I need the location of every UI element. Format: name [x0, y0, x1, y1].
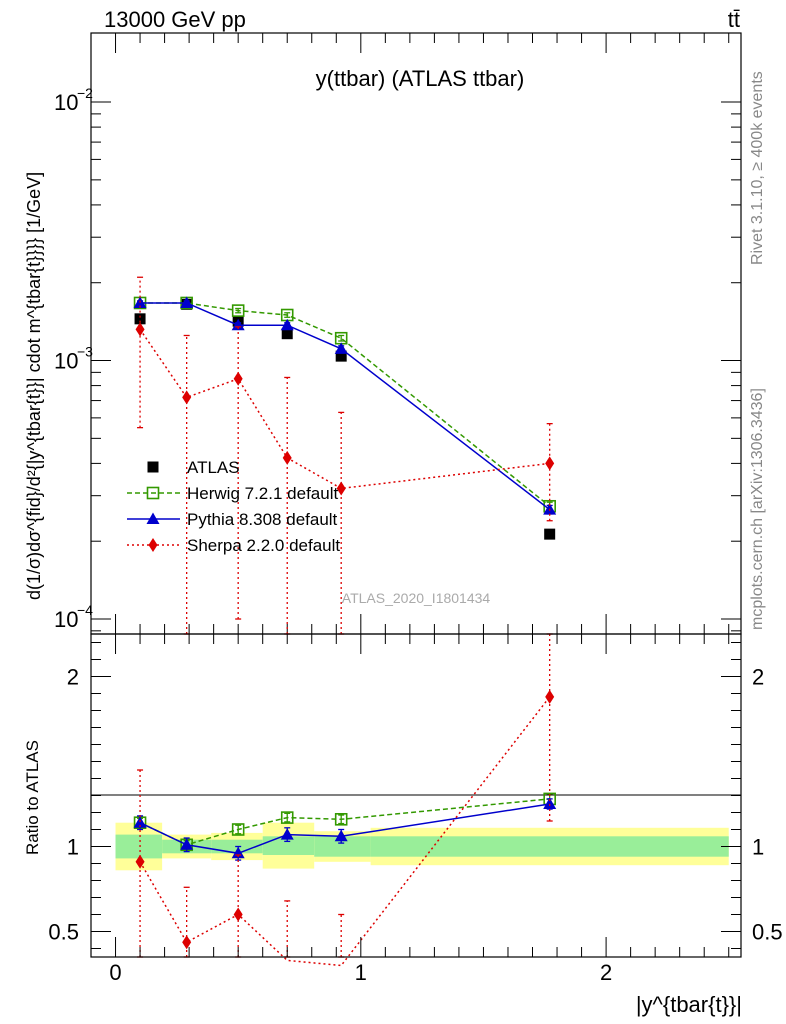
ratio-herwig-7-2-1-default-point	[231, 823, 245, 836]
ratio-pythia-8-308-default-line	[139, 803, 550, 855]
main-pythia-8-308-default-line	[140, 302, 551, 511]
main-sherpa-2-2-0-default-point	[545, 456, 555, 471]
main-atlas-point	[544, 528, 556, 540]
main-atlas-point	[281, 328, 293, 340]
main-y-tick-label: 10	[54, 607, 78, 632]
ratio-sherpa-2-2-0-default-point	[545, 689, 555, 704]
ratio-sherpa-2-2-0-default-point	[233, 907, 243, 922]
legend-marker-pythia-8-308-default	[146, 512, 160, 524]
main-y-tick-exponent: −3	[77, 344, 93, 360]
ratio-pythia-8-308-default-point	[280, 828, 294, 840]
legend-label-herwig-7-2-1-default: Herwig 7.2.1 default	[187, 484, 338, 503]
ratio-pythia-8-308-default-point	[180, 838, 194, 850]
main-sherpa-2-2-0-default-point	[182, 390, 192, 405]
x-tick-label: 1	[355, 960, 367, 985]
main-panel: 10−410−310−2 y(ttbar) (ATLAS ttbar) ATLA…	[24, 32, 742, 635]
main-pythia-8-308-default-point	[231, 318, 245, 331]
main-sherpa-2-2-0-default-point	[233, 371, 243, 386]
ratio-sherpa-2-2-0-default-line	[139, 696, 551, 967]
ratio-sherpa-2-2-0-default-point	[182, 935, 192, 950]
ratio-y-tick-label-right: 1	[752, 835, 764, 860]
analysis-watermark: ATLAS_2020_I1801434	[342, 590, 491, 606]
stat-uncertainty-band	[262, 836, 315, 855]
main-y-tick-label: 10	[54, 349, 78, 374]
ratio-series-layer	[133, 633, 557, 967]
stat-uncertainty-band	[115, 834, 163, 859]
mcplots-label: mcplots.cern.ch [arXiv:1306.3436]	[749, 388, 766, 630]
main-series-layer	[133, 276, 557, 635]
ratio-uncertainty-bands	[115, 822, 729, 871]
rivet-version-label: Rivet 3.1.10, ≥ 400k events	[749, 71, 766, 265]
main-atlas-point	[335, 350, 347, 362]
main-herwig-7-2-1-default-point	[231, 304, 245, 317]
ratio-y-tick-label: 1	[67, 835, 79, 860]
main-pythia-8-308-default-point	[280, 318, 294, 331]
header-energy: 13000 GeV pp	[104, 7, 246, 32]
main-sherpa-2-2-0-default-point	[135, 322, 145, 337]
ratio-sherpa-2-2-0-default-point	[135, 854, 145, 869]
x-tick-label: 0	[109, 960, 121, 985]
ratio-pythia-8-308-default-point	[231, 846, 245, 859]
main-pythia-8-308-default-point	[180, 296, 194, 308]
main-herwig-7-2-1-default-line	[140, 302, 551, 507]
legend: ATLAS Herwig 7.2.1 default Pythia 8.308 de…	[127, 458, 340, 555]
stat-uncertainty-band	[314, 836, 371, 857]
ratio-panel: 0.5 0.5 1 1 2 2 0 1 2 Ratio to ATLAS |y^{tbar{t}…	[23, 633, 783, 1017]
main-pythia-8-308-default-point	[334, 342, 348, 354]
ratio-y-tick-label: 2	[67, 665, 79, 690]
ratio-y-tick-label: 0.5	[48, 920, 79, 945]
main-plot-title: y(ttbar) (ATLAS ttbar)	[316, 66, 525, 91]
main-y-tick-exponent: −2	[77, 85, 93, 101]
ratio-y-axis-label: Ratio to ATLAS	[23, 740, 42, 855]
main-axis-ticks: 10−410−310−2	[54, 33, 741, 634]
legend-marker-herwig-7-2-1-default	[146, 486, 160, 500]
legend-label-pythia-8-308-default: Pythia 8.308 default	[187, 510, 338, 529]
legend-marker-atlas	[147, 461, 159, 473]
x-tick-label: 2	[600, 960, 612, 985]
ratio-axis-ticks: 0.5 0.5 1 1 2 2 0 1 2	[48, 634, 783, 985]
legend-label-atlas: ATLAS	[187, 458, 240, 477]
legend-marker-sherpa-2-2-0-default	[148, 538, 158, 552]
ratio-herwig-7-2-1-default-point	[334, 812, 348, 826]
main-y-tick-exponent: −4	[77, 602, 93, 618]
x-axis-label: |y^{tbar{t}}|	[636, 992, 742, 1017]
main-sherpa-2-2-0-default-point	[282, 450, 292, 465]
main-y-tick-label: 10	[54, 90, 78, 115]
main-sherpa-2-2-0-default-point	[336, 481, 346, 496]
ratio-pythia-8-308-default-point	[334, 829, 348, 842]
main-y-axis-label: d(1/σ)dσ^{fid}/d²{|y^{tbar{t}}| cdot m^{…	[24, 172, 44, 600]
main-atlas-point	[134, 313, 146, 325]
ratio-pythia-8-308-default-point	[543, 797, 557, 809]
header-process: tt̄	[728, 7, 740, 32]
ratio-herwig-7-2-1-default-point	[280, 811, 294, 824]
ratio-y-tick-label-right: 0.5	[752, 920, 783, 945]
legend-label-sherpa-2-2-0-default: Sherpa 2.2.0 default	[187, 536, 340, 555]
ratio-y-tick-label-right: 2	[752, 665, 764, 690]
stat-uncertainty-band	[370, 836, 729, 857]
